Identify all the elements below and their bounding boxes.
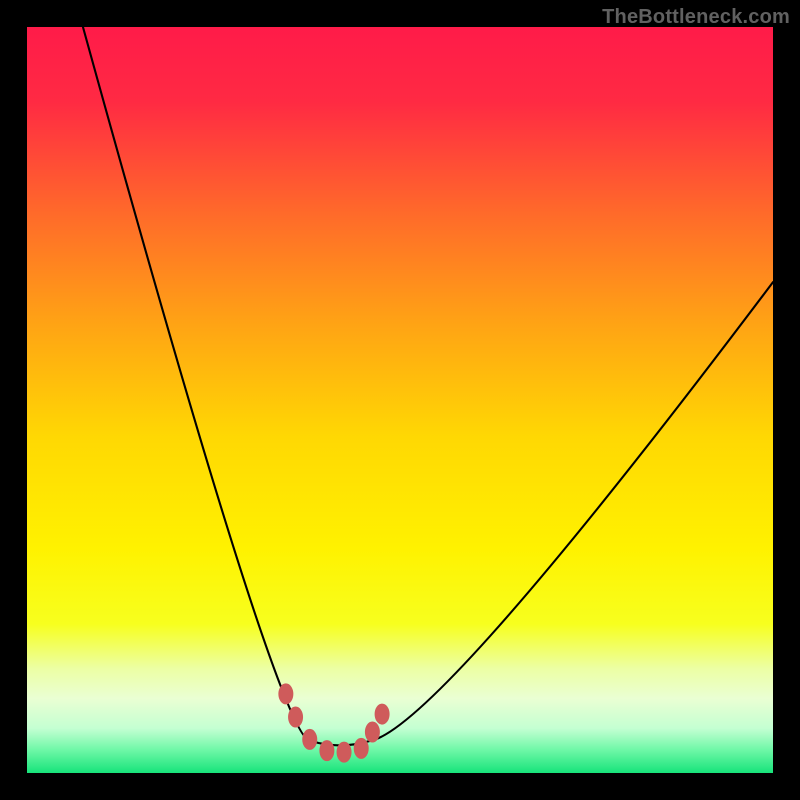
trough-marker <box>365 722 379 742</box>
trough-marker <box>289 707 303 727</box>
chart-stage: TheBottleneck.com <box>0 0 800 800</box>
trough-marker <box>279 684 293 704</box>
trough-marker <box>303 729 317 749</box>
attribution-text: TheBottleneck.com <box>602 6 790 29</box>
trough-marker <box>320 741 334 761</box>
chart-svg <box>0 0 800 800</box>
trough-marker <box>375 704 389 724</box>
trough-marker <box>354 738 368 758</box>
gradient-background <box>27 27 773 773</box>
plot-area <box>27 27 773 773</box>
trough-marker <box>337 742 351 762</box>
